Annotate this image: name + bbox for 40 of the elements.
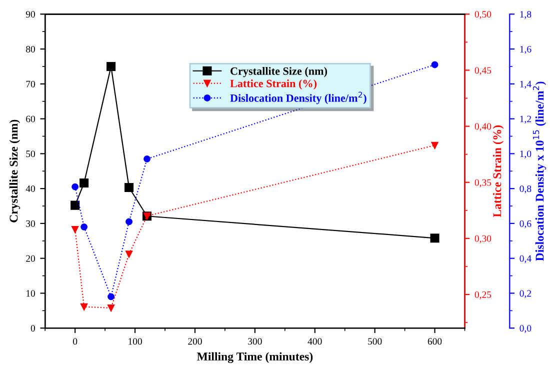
x-tick-label: 500 bbox=[368, 338, 382, 345]
y-tick-label: 70 bbox=[26, 80, 36, 88]
y-tick-label: 20 bbox=[26, 255, 36, 262]
y3-tick-label: 1,8 bbox=[520, 11, 532, 20]
x-tick-label: 600 bbox=[428, 338, 442, 345]
y2-tick-label: 0,50 bbox=[474, 11, 492, 20]
y3-tick-label: 0,8 bbox=[520, 185, 532, 194]
y3-tick-label: 1,6 bbox=[520, 46, 532, 54]
y-tick-label: 50 bbox=[26, 150, 36, 158]
y-tick-label: 30 bbox=[26, 220, 36, 227]
y2-tick-label: 0,25 bbox=[474, 291, 492, 300]
x-tick-label: 200 bbox=[188, 338, 202, 345]
x-tick-label: 0 bbox=[73, 338, 78, 345]
legend-label: Dislocation Density (line/m$^{2}$) bbox=[230, 92, 366, 104]
y-tick-label: 60 bbox=[26, 116, 36, 122]
y3-tick-label: 0,6 bbox=[520, 220, 532, 228]
y-axis-title: Crystallite Size (nm) bbox=[9, 120, 20, 222]
x-tick-label: 300 bbox=[248, 338, 262, 345]
y2-tick-label: 0,45 bbox=[474, 67, 492, 76]
y2-tick-label: 0,35 bbox=[474, 179, 492, 188]
y2-tick-label: 0,30 bbox=[474, 235, 492, 244]
legend-label: Lattice Strain (%) bbox=[230, 79, 317, 90]
y3-tick-label: 1,4 bbox=[520, 80, 532, 89]
legend-label: Crystallite Size (nm) bbox=[230, 67, 328, 78]
y3-tick-label: 0,0 bbox=[520, 325, 532, 333]
x-tick-label: 400 bbox=[308, 338, 322, 345]
x-axis-title: Milling Time (minutes) bbox=[196, 352, 313, 363]
y3-axis-title: Dislocation Density x 10$^{15}$ (line/m$^{2}$) bbox=[532, 82, 546, 261]
y-tick-label: 0 bbox=[30, 325, 36, 332]
y-tick-label: 90 bbox=[26, 11, 36, 18]
y-tick-label: 10 bbox=[26, 290, 36, 297]
y3-tick-label: 1,2 bbox=[520, 116, 531, 124]
y3-tick-label: 1,0 bbox=[520, 150, 532, 159]
y2-tick-label: 0,40 bbox=[474, 123, 492, 132]
y-tick-label: 40 bbox=[26, 185, 36, 192]
y3-tick-label: 0,2 bbox=[520, 290, 531, 298]
y2-axis-title: Lattice Strain (%) bbox=[492, 125, 504, 218]
y-tick-label: 80 bbox=[26, 46, 36, 52]
x-tick-label: 100 bbox=[128, 338, 142, 345]
y3-tick-label: 0,4 bbox=[520, 255, 532, 264]
